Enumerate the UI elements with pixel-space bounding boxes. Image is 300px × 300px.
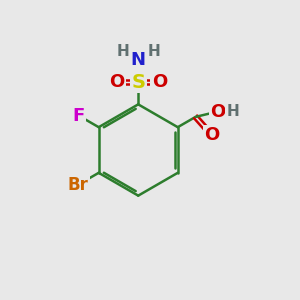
Text: Br: Br	[68, 176, 88, 194]
Text: N: N	[131, 51, 146, 69]
Text: O: O	[152, 73, 167, 91]
Text: O: O	[204, 126, 219, 144]
Text: S: S	[131, 73, 145, 92]
Text: O: O	[110, 73, 124, 91]
Text: F: F	[73, 107, 85, 125]
Text: O: O	[210, 103, 225, 121]
Text: H: H	[226, 104, 239, 119]
Text: H: H	[116, 44, 129, 59]
Text: H: H	[147, 44, 160, 59]
